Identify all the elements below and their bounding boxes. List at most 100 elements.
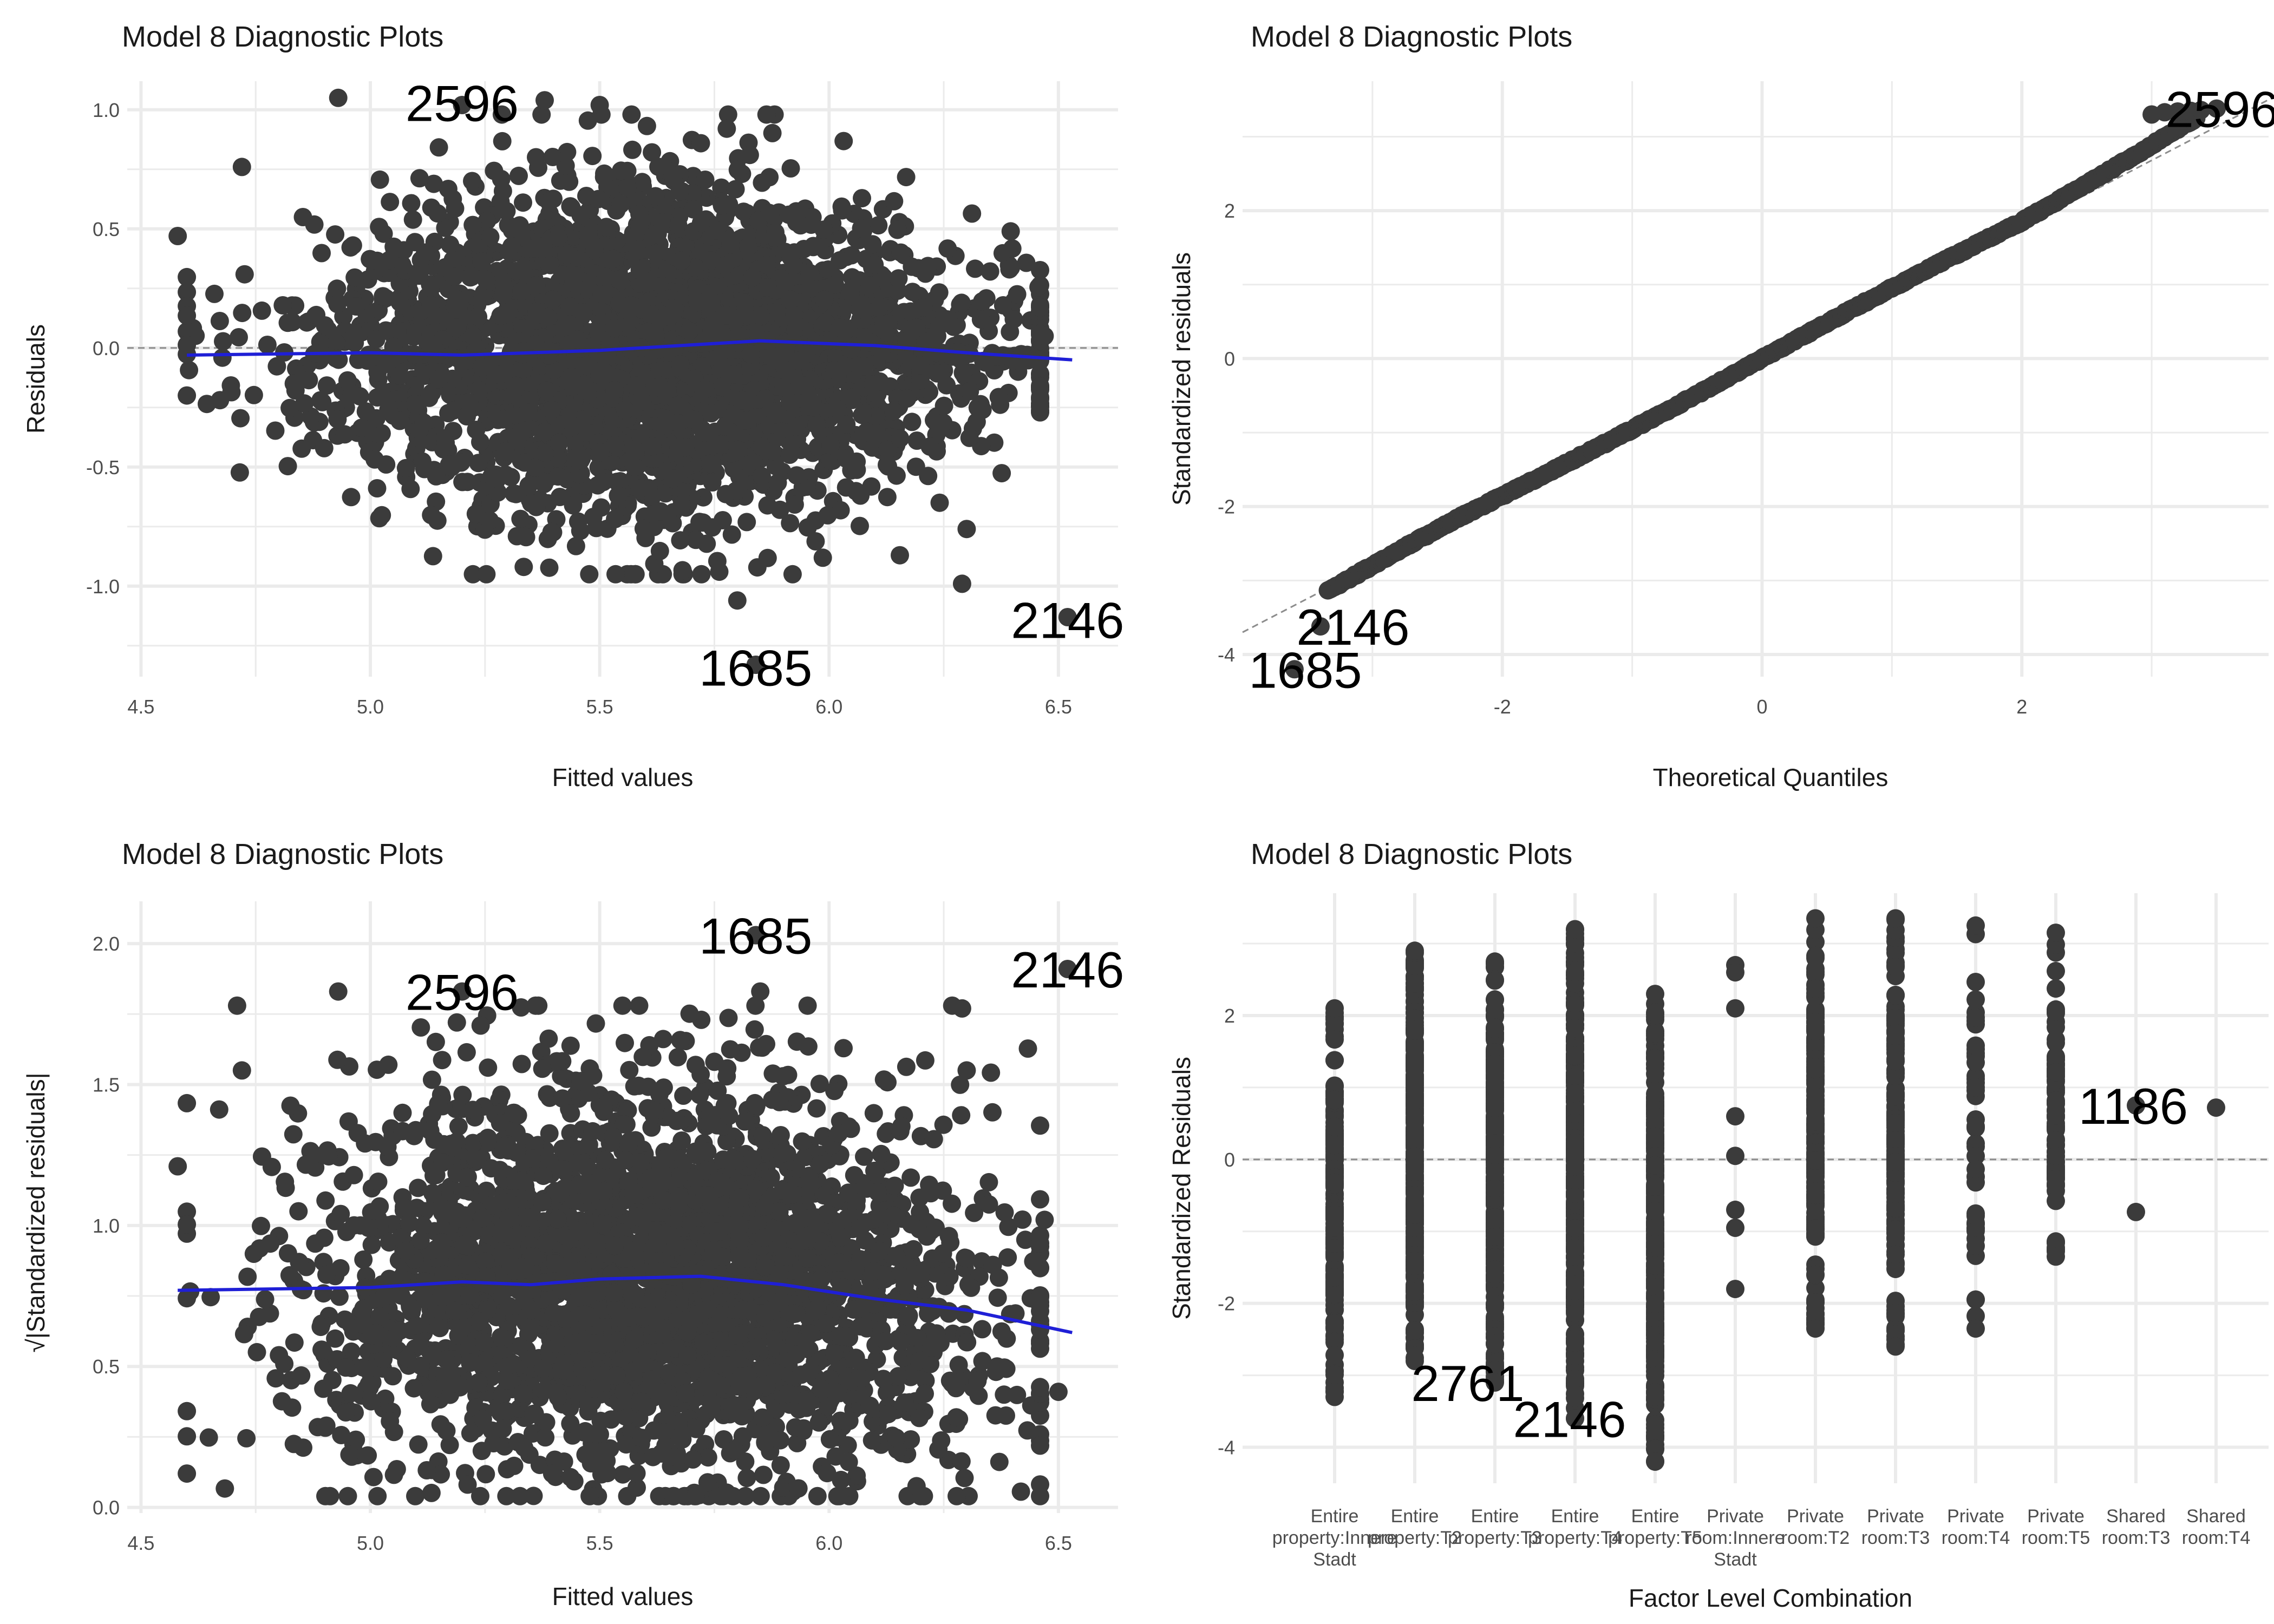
- data-point: [787, 417, 806, 436]
- data-point: [535, 91, 554, 110]
- data-point: [564, 273, 583, 292]
- data-point: [238, 1267, 257, 1286]
- data-point: [347, 297, 365, 316]
- data-point: [1031, 351, 1049, 370]
- data-point: [606, 436, 625, 454]
- data-point: [957, 520, 976, 539]
- data-point: [609, 486, 628, 505]
- data-point: [952, 1452, 971, 1471]
- data-point: [787, 466, 806, 485]
- data-point: [550, 434, 568, 453]
- data-point: [422, 506, 441, 525]
- data-point: [649, 158, 668, 176]
- data-point: [633, 300, 652, 319]
- x-tick-label: 6.5: [1045, 696, 1072, 718]
- data-point: [911, 371, 930, 390]
- data-point: [800, 279, 819, 298]
- data-point: [930, 493, 949, 512]
- data-point: [855, 1147, 873, 1166]
- data-point: [802, 215, 821, 234]
- data-point: [597, 218, 616, 237]
- data-point: [532, 105, 551, 124]
- data-point: [857, 423, 875, 442]
- data-point: [364, 1468, 383, 1487]
- data-point: [789, 351, 808, 370]
- y-tick-label: 0: [1224, 348, 1235, 370]
- data-point: [853, 405, 872, 424]
- point-label: 2596: [2165, 81, 2274, 138]
- data-point: [668, 1047, 687, 1066]
- data-point: [724, 365, 743, 384]
- data-point: [737, 1469, 756, 1488]
- data-point: [442, 457, 461, 476]
- data-point: [721, 235, 740, 254]
- data-point: [728, 440, 747, 459]
- data-point: [626, 376, 645, 395]
- data-point: [586, 1014, 605, 1033]
- data-point: [779, 205, 798, 224]
- data-point: [178, 1402, 197, 1420]
- data-point: [611, 195, 630, 214]
- data-point: [713, 377, 731, 396]
- data-point: [763, 442, 782, 461]
- data-point: [911, 356, 930, 375]
- data-point: [1058, 608, 1077, 626]
- y-axis-label: Residuals: [22, 324, 50, 434]
- data-point: [807, 416, 826, 435]
- data-point: [403, 210, 422, 229]
- data-point: [918, 257, 937, 276]
- data-point: [178, 386, 197, 405]
- data-point: [669, 216, 688, 234]
- data-point: [869, 216, 888, 235]
- data-point: [654, 308, 672, 327]
- data-point: [230, 328, 248, 346]
- data-point: [865, 256, 884, 274]
- data-point: [654, 1030, 672, 1049]
- data-point: [891, 243, 910, 262]
- data-point: [497, 202, 516, 220]
- data-point: [746, 656, 765, 674]
- data-point: [491, 306, 510, 325]
- data-point: [1003, 239, 1022, 258]
- data-point: [611, 472, 630, 490]
- data-point: [783, 565, 802, 584]
- data-point: [496, 442, 515, 461]
- y-axis-label: Standardized residuals: [1167, 252, 1195, 506]
- data-point: [267, 357, 286, 376]
- data-point: [526, 458, 545, 477]
- data-point: [884, 402, 903, 421]
- data-point: [719, 1009, 738, 1027]
- x-tick-label: -2: [1494, 696, 1511, 718]
- data-point: [390, 293, 409, 312]
- data-point: [492, 105, 511, 124]
- data-point: [973, 292, 992, 311]
- data-point: [368, 1487, 387, 1505]
- data-point: [463, 565, 482, 584]
- data-point: [853, 189, 871, 208]
- data-point: [433, 1051, 452, 1070]
- data-point: [481, 227, 500, 246]
- data-point: [384, 337, 403, 356]
- data-point: [511, 319, 530, 338]
- data-point: [410, 169, 429, 188]
- data-point: [745, 1020, 764, 1039]
- data-point: [411, 1018, 430, 1037]
- data-point: [688, 293, 707, 312]
- data-point: [557, 245, 576, 264]
- data-point: [979, 1173, 998, 1191]
- data-point: [685, 258, 704, 277]
- data-point: [420, 388, 439, 407]
- data-point: [930, 283, 949, 302]
- data-point: [620, 1060, 639, 1079]
- data-point: [696, 171, 715, 189]
- data-point: [295, 394, 314, 413]
- data-point: [558, 142, 577, 161]
- data-point: [258, 336, 277, 354]
- data-point: [898, 389, 917, 408]
- data-point: [477, 271, 496, 290]
- data-point: [477, 565, 496, 584]
- data-point: [548, 467, 567, 486]
- data-point: [616, 401, 635, 420]
- data-point: [807, 1099, 826, 1118]
- data-point: [478, 212, 496, 231]
